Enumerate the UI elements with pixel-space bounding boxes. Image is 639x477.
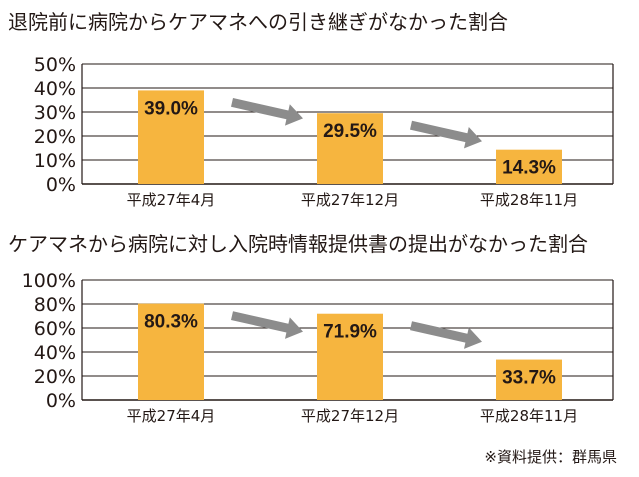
- decrease-arrow-icon: [410, 321, 482, 349]
- y-tick-label: 50%: [34, 54, 76, 76]
- y-tick-label: 40%: [34, 78, 76, 100]
- y-tick-label: 40%: [34, 342, 76, 364]
- y-tick-label: 100%: [22, 270, 76, 292]
- y-tick-label: 0%: [46, 174, 76, 196]
- y-tick-label: 60%: [34, 318, 76, 340]
- x-category-label: 平成28年11月: [480, 191, 578, 209]
- chart-1-title: 退院前に病院からケアマネへの引き継ぎがなかった割合: [8, 10, 508, 34]
- data-label: 71.9%: [323, 322, 377, 343]
- x-category-label: 平成27年4月: [127, 407, 216, 425]
- data-label: 80.3%: [144, 312, 198, 333]
- x-category-label: 平成27年12月: [301, 407, 399, 425]
- y-tick-label: 80%: [34, 294, 76, 316]
- x-category-label: 平成27年12月: [301, 191, 399, 209]
- x-category-label: 平成28年11月: [480, 407, 578, 425]
- bar: [138, 90, 204, 184]
- chart-2: 0%20%40%60%80%100% 80.3% 平成27年4月 71.9% 平成27年…: [22, 270, 614, 425]
- data-label: 39.0%: [144, 98, 198, 119]
- bar: [317, 113, 383, 184]
- decrease-arrow-icon: [231, 98, 303, 126]
- bar: [496, 359, 562, 400]
- y-tick-label: 0%: [46, 390, 76, 412]
- decrease-arrow-icon: [410, 120, 482, 149]
- data-label: 29.5%: [323, 121, 377, 142]
- y-tick-label: 20%: [34, 366, 76, 388]
- y-tick-label: 30%: [34, 102, 76, 124]
- bar: [317, 313, 383, 400]
- bar: [496, 149, 562, 184]
- y-tick-label: 20%: [34, 126, 76, 148]
- x-category-label: 平成27年4月: [127, 191, 216, 209]
- data-label: 14.3%: [502, 158, 556, 179]
- decrease-arrow-icon: [231, 311, 303, 339]
- chart-1: 0%10%20%30%40%50% 39.0% 平成27年4月 29.5% 平成27年1…: [34, 54, 614, 209]
- bar: [138, 303, 204, 400]
- data-label: 33.7%: [502, 368, 556, 389]
- source-note: ※資料提供：群馬県: [484, 448, 617, 466]
- y-tick-label: 10%: [34, 150, 76, 172]
- chart-2-title: ケアマネから病院に対し入院時情報提供書の提出がなかった割合: [8, 232, 588, 256]
